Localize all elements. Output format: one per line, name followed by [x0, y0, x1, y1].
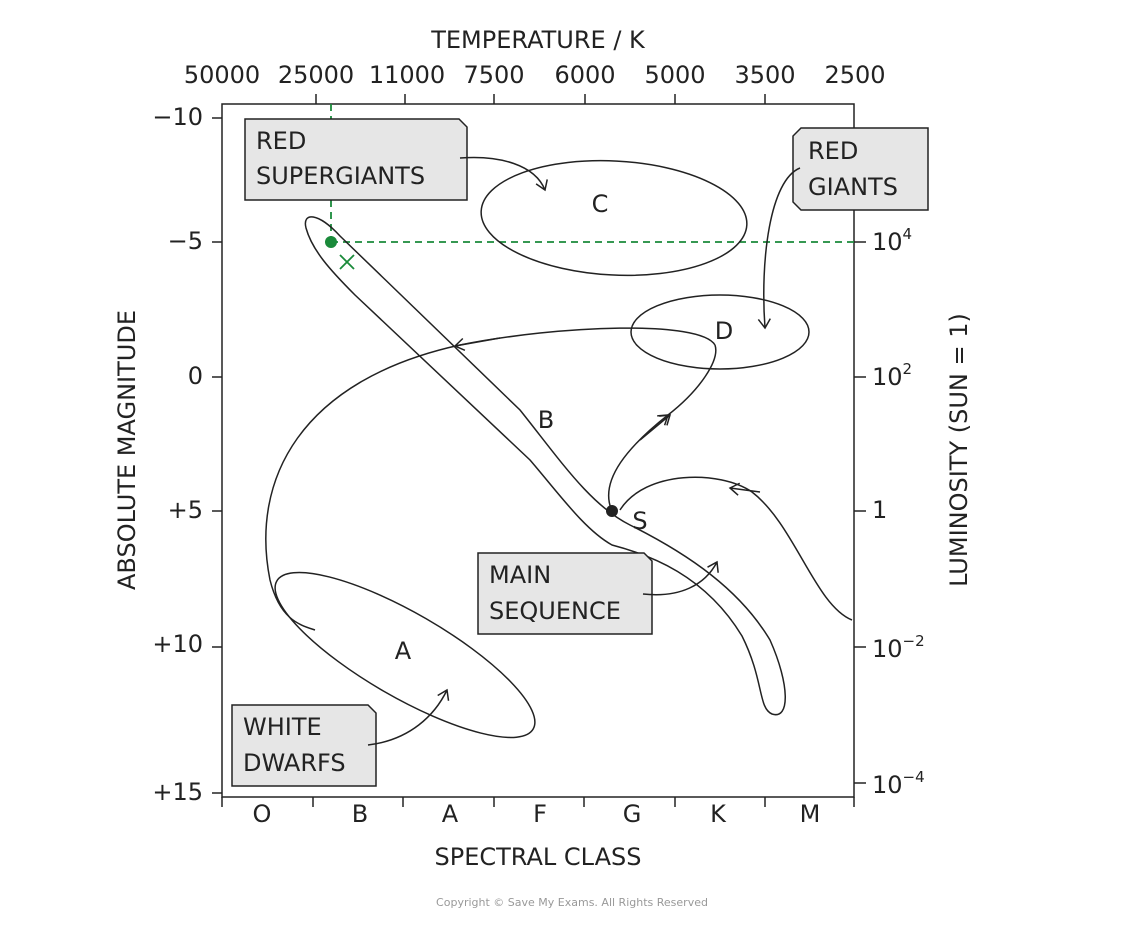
tick-label: +15	[152, 778, 203, 806]
tick-label: 3500	[734, 61, 795, 89]
tick-label: 104	[872, 225, 912, 257]
tick-label: −10	[152, 103, 203, 131]
region-label: D	[715, 317, 733, 345]
evolution-path-1	[607, 344, 717, 512]
callout-text: SUPERGIANTS	[256, 162, 425, 190]
rise-arrow	[639, 414, 672, 441]
left-axis-title: ABSOLUTE MAGNITUDE	[113, 310, 141, 590]
right-axis-title: LUMINOSITY (SUN = 1)	[945, 313, 973, 587]
spectral-ticks: O B A F G K M	[253, 800, 821, 828]
tick-label: O	[253, 800, 272, 828]
tick-base: 10	[872, 228, 903, 256]
loop-arrow	[453, 337, 501, 352]
copyright: Copyright © Save My Exams. All Rights Re…	[436, 896, 708, 909]
tick-label: B	[352, 800, 368, 828]
region-b	[304, 216, 786, 716]
tick-label: 1	[872, 496, 887, 524]
tick-exponent: 4	[903, 225, 913, 243]
tick-label: 10−2	[872, 632, 925, 664]
region-label: A	[395, 637, 412, 665]
tick-label: M	[800, 800, 821, 828]
callout-text: SEQUENCE	[489, 597, 621, 625]
callout-arrow	[459, 156, 548, 192]
callout-text: RED	[256, 127, 306, 155]
region-label: B	[538, 406, 554, 434]
tick-base: 10	[872, 635, 903, 663]
plot-frame	[221, 103, 855, 798]
callout-box	[244, 118, 468, 201]
tick-label: 6000	[554, 61, 615, 89]
callout-text: GIANTS	[808, 173, 898, 201]
tick-label: −5	[168, 227, 203, 255]
bottom-axis-title: SPECTRAL CLASS	[435, 843, 642, 871]
tick-base: 10	[872, 771, 903, 799]
tick-label: 7500	[463, 61, 524, 89]
tick-label: 0	[188, 362, 203, 390]
region-d	[630, 294, 810, 370]
callout-box	[231, 704, 377, 787]
top-axis-title: TEMPERATURE / K	[430, 26, 646, 54]
tick-label: 11000	[369, 61, 445, 89]
tick-label: +10	[152, 630, 203, 658]
tick-label: F	[533, 800, 547, 828]
tick-label: 2500	[824, 61, 885, 89]
green-cross	[339, 254, 355, 270]
callout-text: MAIN	[489, 561, 551, 589]
tick-label: 102	[872, 360, 912, 392]
branch-arrow	[728, 482, 761, 496]
callout-box	[477, 552, 653, 635]
callout-text: DWARFS	[243, 749, 346, 777]
tick-exponent: −2	[903, 632, 925, 650]
tick-label: +5	[168, 496, 203, 524]
callout-arrow	[642, 560, 719, 596]
tick-exponent: 2	[903, 360, 913, 378]
green-point	[325, 236, 337, 248]
temperature-ticks: 50000 25000 11000 7500 6000 5000 3500 25…	[184, 61, 886, 89]
region-a	[274, 571, 536, 739]
region-c	[480, 159, 748, 277]
callout-arrow	[757, 167, 801, 330]
region-label: C	[592, 190, 609, 218]
sun-point	[606, 505, 618, 517]
tick-exponent: −4	[903, 768, 925, 786]
tick-label: A	[442, 800, 459, 828]
luminosity-ticks: 104 102 1 10−2 10−4	[872, 225, 925, 800]
tick-label: G	[623, 800, 642, 828]
giant-branch	[619, 476, 853, 621]
tick-base: 10	[872, 363, 903, 391]
tick-marks	[212, 94, 866, 807]
tick-label: 5000	[644, 61, 705, 89]
evolution-path-2	[265, 327, 716, 631]
callout-box	[792, 127, 929, 211]
callout-text: RED	[808, 137, 858, 165]
tick-label: 10−4	[872, 768, 925, 800]
region-label: S	[632, 507, 647, 535]
callout-text: WHITE	[243, 713, 322, 741]
tick-label: K	[710, 800, 727, 828]
magnitude-ticks: −10 −5 0 +5 +10 +15	[152, 103, 203, 806]
tick-label: 50000	[184, 61, 260, 89]
callout-arrow	[367, 688, 450, 746]
tick-label: 25000	[278, 61, 354, 89]
